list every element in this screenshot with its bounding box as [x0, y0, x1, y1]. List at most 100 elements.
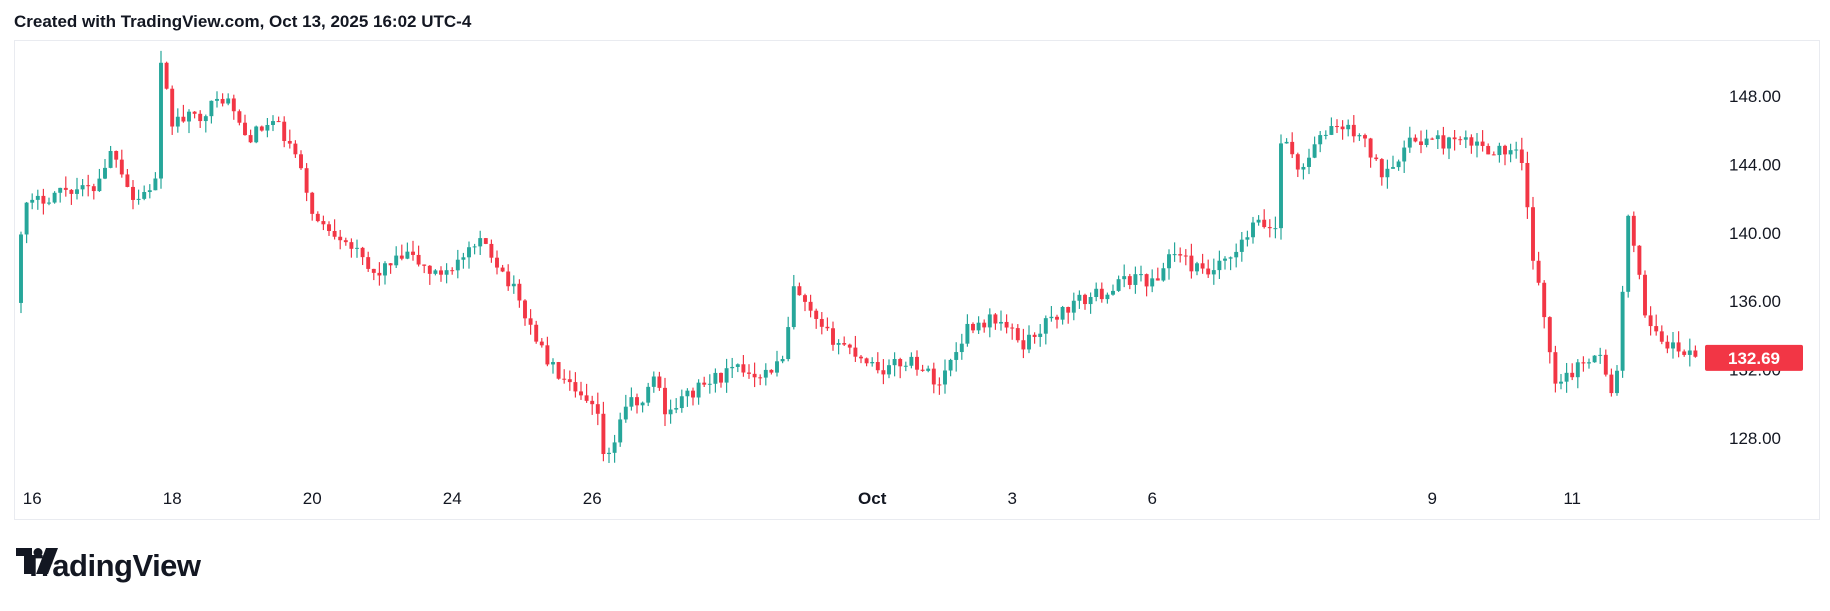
candle-body	[1603, 354, 1608, 375]
candle-body	[136, 198, 141, 200]
candle-body	[511, 283, 516, 287]
candle-body	[1637, 245, 1642, 275]
candle-body	[892, 359, 897, 366]
candle-body	[780, 359, 785, 362]
candle-body	[1536, 260, 1541, 283]
candle-body	[1598, 354, 1603, 356]
last-price-badge	[1705, 344, 1803, 371]
candle-body	[1200, 263, 1205, 269]
candle-body	[69, 189, 74, 194]
candle-body	[819, 318, 824, 327]
candle-body	[999, 321, 1003, 324]
candle-body	[562, 378, 567, 380]
candle-body	[338, 236, 343, 241]
candle-body	[181, 116, 186, 122]
candle-body	[1060, 307, 1065, 320]
candle-body	[1385, 168, 1390, 178]
candle-body	[1127, 276, 1132, 285]
y-axis-tick-label: 140.00	[1729, 224, 1781, 243]
candle-body	[556, 362, 561, 379]
candle-body	[1049, 316, 1054, 319]
candle-body	[495, 257, 499, 268]
candlestick-chart[interactable]: 148.00144.00140.00136.00132.00128.00132.…	[15, 41, 1821, 521]
candle-body	[1004, 321, 1009, 328]
candle-body	[775, 361, 779, 373]
candle-body	[1391, 167, 1395, 169]
candle-body	[1066, 307, 1071, 313]
candle-body	[881, 370, 886, 375]
candle-body	[1687, 350, 1692, 355]
candle-body	[685, 390, 690, 397]
candle-body	[1631, 215, 1636, 246]
candle-body	[1323, 134, 1328, 136]
candle-body	[954, 352, 959, 360]
candle-body	[741, 364, 746, 373]
candle-body	[1351, 124, 1356, 137]
candle-body	[399, 255, 404, 259]
candle-body	[646, 386, 651, 403]
candle-body	[523, 300, 527, 319]
chart-panel[interactable]: 148.00144.00140.00136.00132.00128.00132.…	[14, 40, 1820, 520]
candle-body	[635, 397, 639, 406]
candle-body	[203, 116, 208, 122]
candle-body	[1318, 135, 1323, 145]
candle-body	[1111, 290, 1115, 295]
candle-body	[1139, 274, 1143, 276]
candle-body	[1514, 149, 1519, 151]
candle-body	[467, 247, 471, 258]
candle-body	[758, 377, 763, 379]
candle-body	[383, 263, 387, 276]
candle-body	[1458, 139, 1463, 141]
candle-body	[24, 202, 29, 235]
candle-body	[898, 359, 903, 367]
candle-body	[808, 301, 813, 311]
candle-body	[377, 272, 382, 276]
x-axis-tick-label: 24	[443, 489, 462, 508]
candle-body	[707, 383, 712, 385]
candle-body	[735, 364, 740, 367]
candle-body	[439, 270, 443, 275]
candle-body	[909, 356, 914, 366]
x-axis-tick-label: 18	[163, 489, 182, 508]
candle-body	[1452, 137, 1457, 140]
candle-body	[1368, 138, 1373, 158]
candle-body	[1654, 326, 1659, 332]
candle-body	[1301, 166, 1306, 170]
candle-body	[1027, 334, 1031, 350]
candle-body	[187, 111, 191, 122]
candle-body	[1021, 340, 1026, 350]
candle-body	[1335, 126, 1339, 128]
candle-body	[836, 343, 841, 345]
candle-body	[170, 88, 175, 127]
candle-body	[1441, 135, 1446, 149]
candle-body	[1071, 300, 1076, 313]
candle-body	[1419, 141, 1423, 145]
candle-body	[231, 98, 236, 112]
candle-body	[769, 369, 774, 373]
candle-body	[371, 268, 376, 273]
candle-body	[304, 168, 309, 193]
candle-body	[618, 419, 623, 443]
candle-body	[1559, 381, 1563, 384]
x-axis-tick-label: 11	[1563, 489, 1581, 508]
candle-body	[825, 326, 830, 329]
candle-body	[870, 362, 875, 364]
candle-body	[1671, 342, 1675, 349]
candle-body	[926, 368, 931, 371]
tradingview-logo[interactable]: TradingView	[16, 548, 201, 584]
candle-body	[416, 254, 421, 265]
candle-body	[859, 356, 863, 359]
candle-body	[752, 373, 757, 378]
candle-body	[1133, 274, 1138, 285]
candle-body	[657, 376, 662, 388]
candle-body	[1447, 137, 1451, 149]
candle-body	[663, 387, 667, 415]
candle-body	[58, 187, 63, 193]
candle-body	[164, 62, 169, 89]
candle-body	[343, 240, 348, 243]
candle-body	[1363, 135, 1367, 139]
candle-body	[931, 368, 936, 385]
x-axis-tick-label: 9	[1427, 489, 1436, 508]
candle-body	[355, 247, 359, 249]
tradingview-logo-icon	[16, 548, 58, 574]
